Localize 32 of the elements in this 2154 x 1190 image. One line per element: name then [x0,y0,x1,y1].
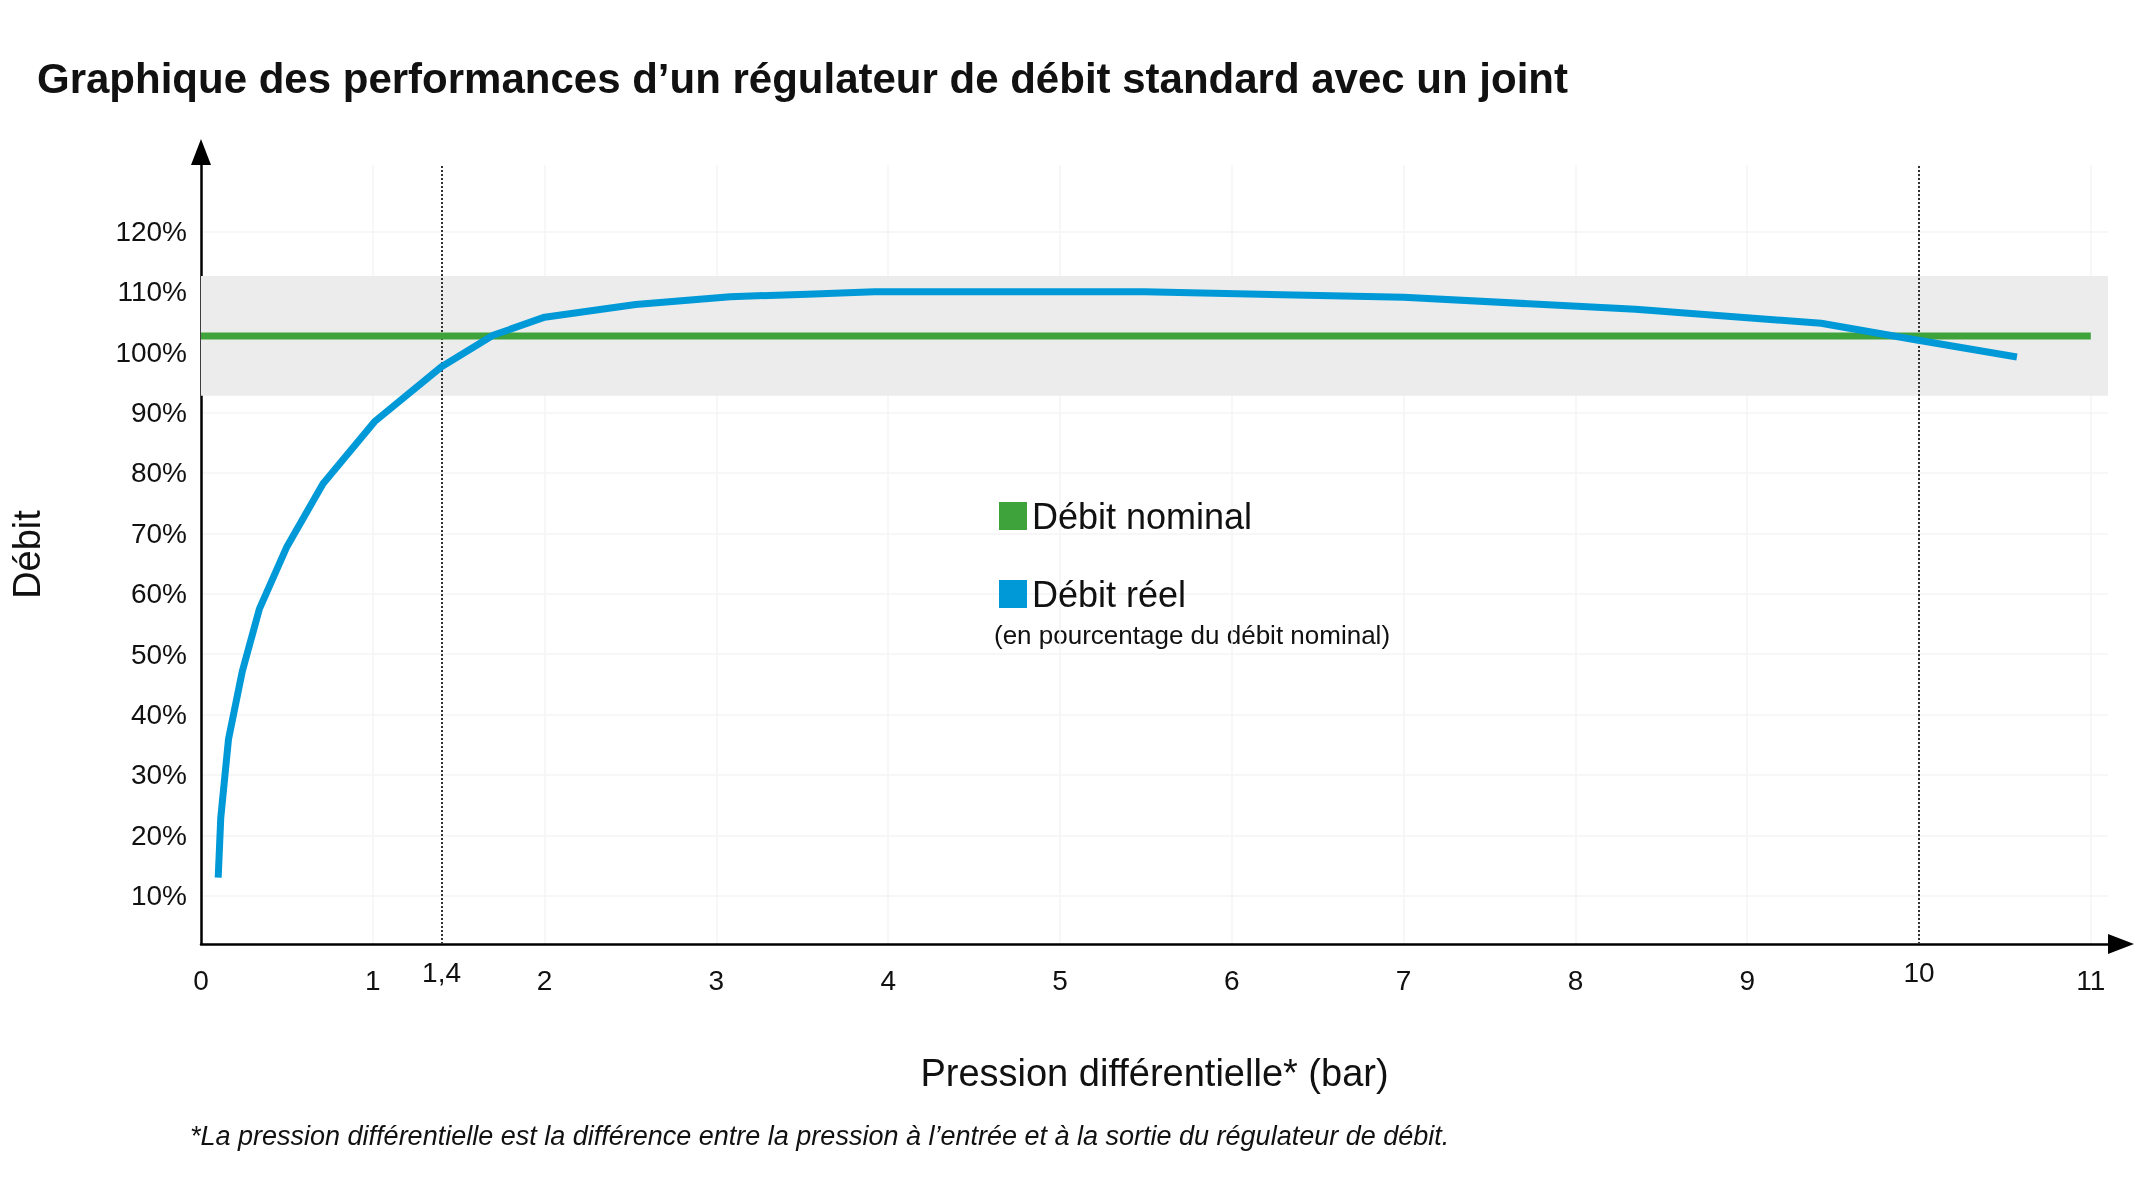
ref-line-label: 10 [1903,956,1935,988]
x-tick-label: 11 [2076,964,2106,996]
legend-label: Débit réel [1032,573,1187,615]
y-tick-label: 120% [115,215,187,247]
annotation: (en pourcentage du débit nominal) [994,620,1391,650]
ref-line-label: 1,4 [422,956,461,988]
x-tick-label: 2 [536,964,553,996]
x-tick-label: 5 [1052,964,1068,996]
x-axis-title: Pression différentielle* (bar) [920,1052,1389,1094]
y-tick-label: 90% [130,397,187,429]
chart-title: Graphique des performances d’un régulateur de débit standard avec un joint [37,54,1568,102]
y-tick-label: 20% [130,819,187,851]
x-tick-label: 6 [1224,964,1240,996]
y-tick-label: 30% [130,759,187,791]
x-tick-label: 3 [708,964,725,996]
y-tick-label: 100% [115,336,187,368]
y-tick-label: 50% [130,638,187,670]
x-tick-label: 9 [1739,964,1756,996]
y-tick-label: 110% [117,276,187,308]
legend-label: Débit nominal [1032,495,1253,537]
y-axis-title: Débit [6,509,48,599]
x-tick-label: 7 [1395,964,1412,996]
x-tick-label: 0 [193,964,209,996]
x-tick-label: 4 [880,964,896,996]
y-tick-label: 10% [130,880,187,912]
y-tick-label: 40% [130,699,187,731]
x-tick-label: 8 [1567,964,1584,996]
y-tick-label: 70% [130,517,187,549]
y-tick-label: 60% [130,578,187,610]
y-tick-label: 80% [130,457,187,489]
x-tick-label: 1 [365,964,381,996]
text: *La pression différentielle est la différence entre la pression à l’entrée et à la sortie du régulateur de débit. [190,1120,1450,1151]
